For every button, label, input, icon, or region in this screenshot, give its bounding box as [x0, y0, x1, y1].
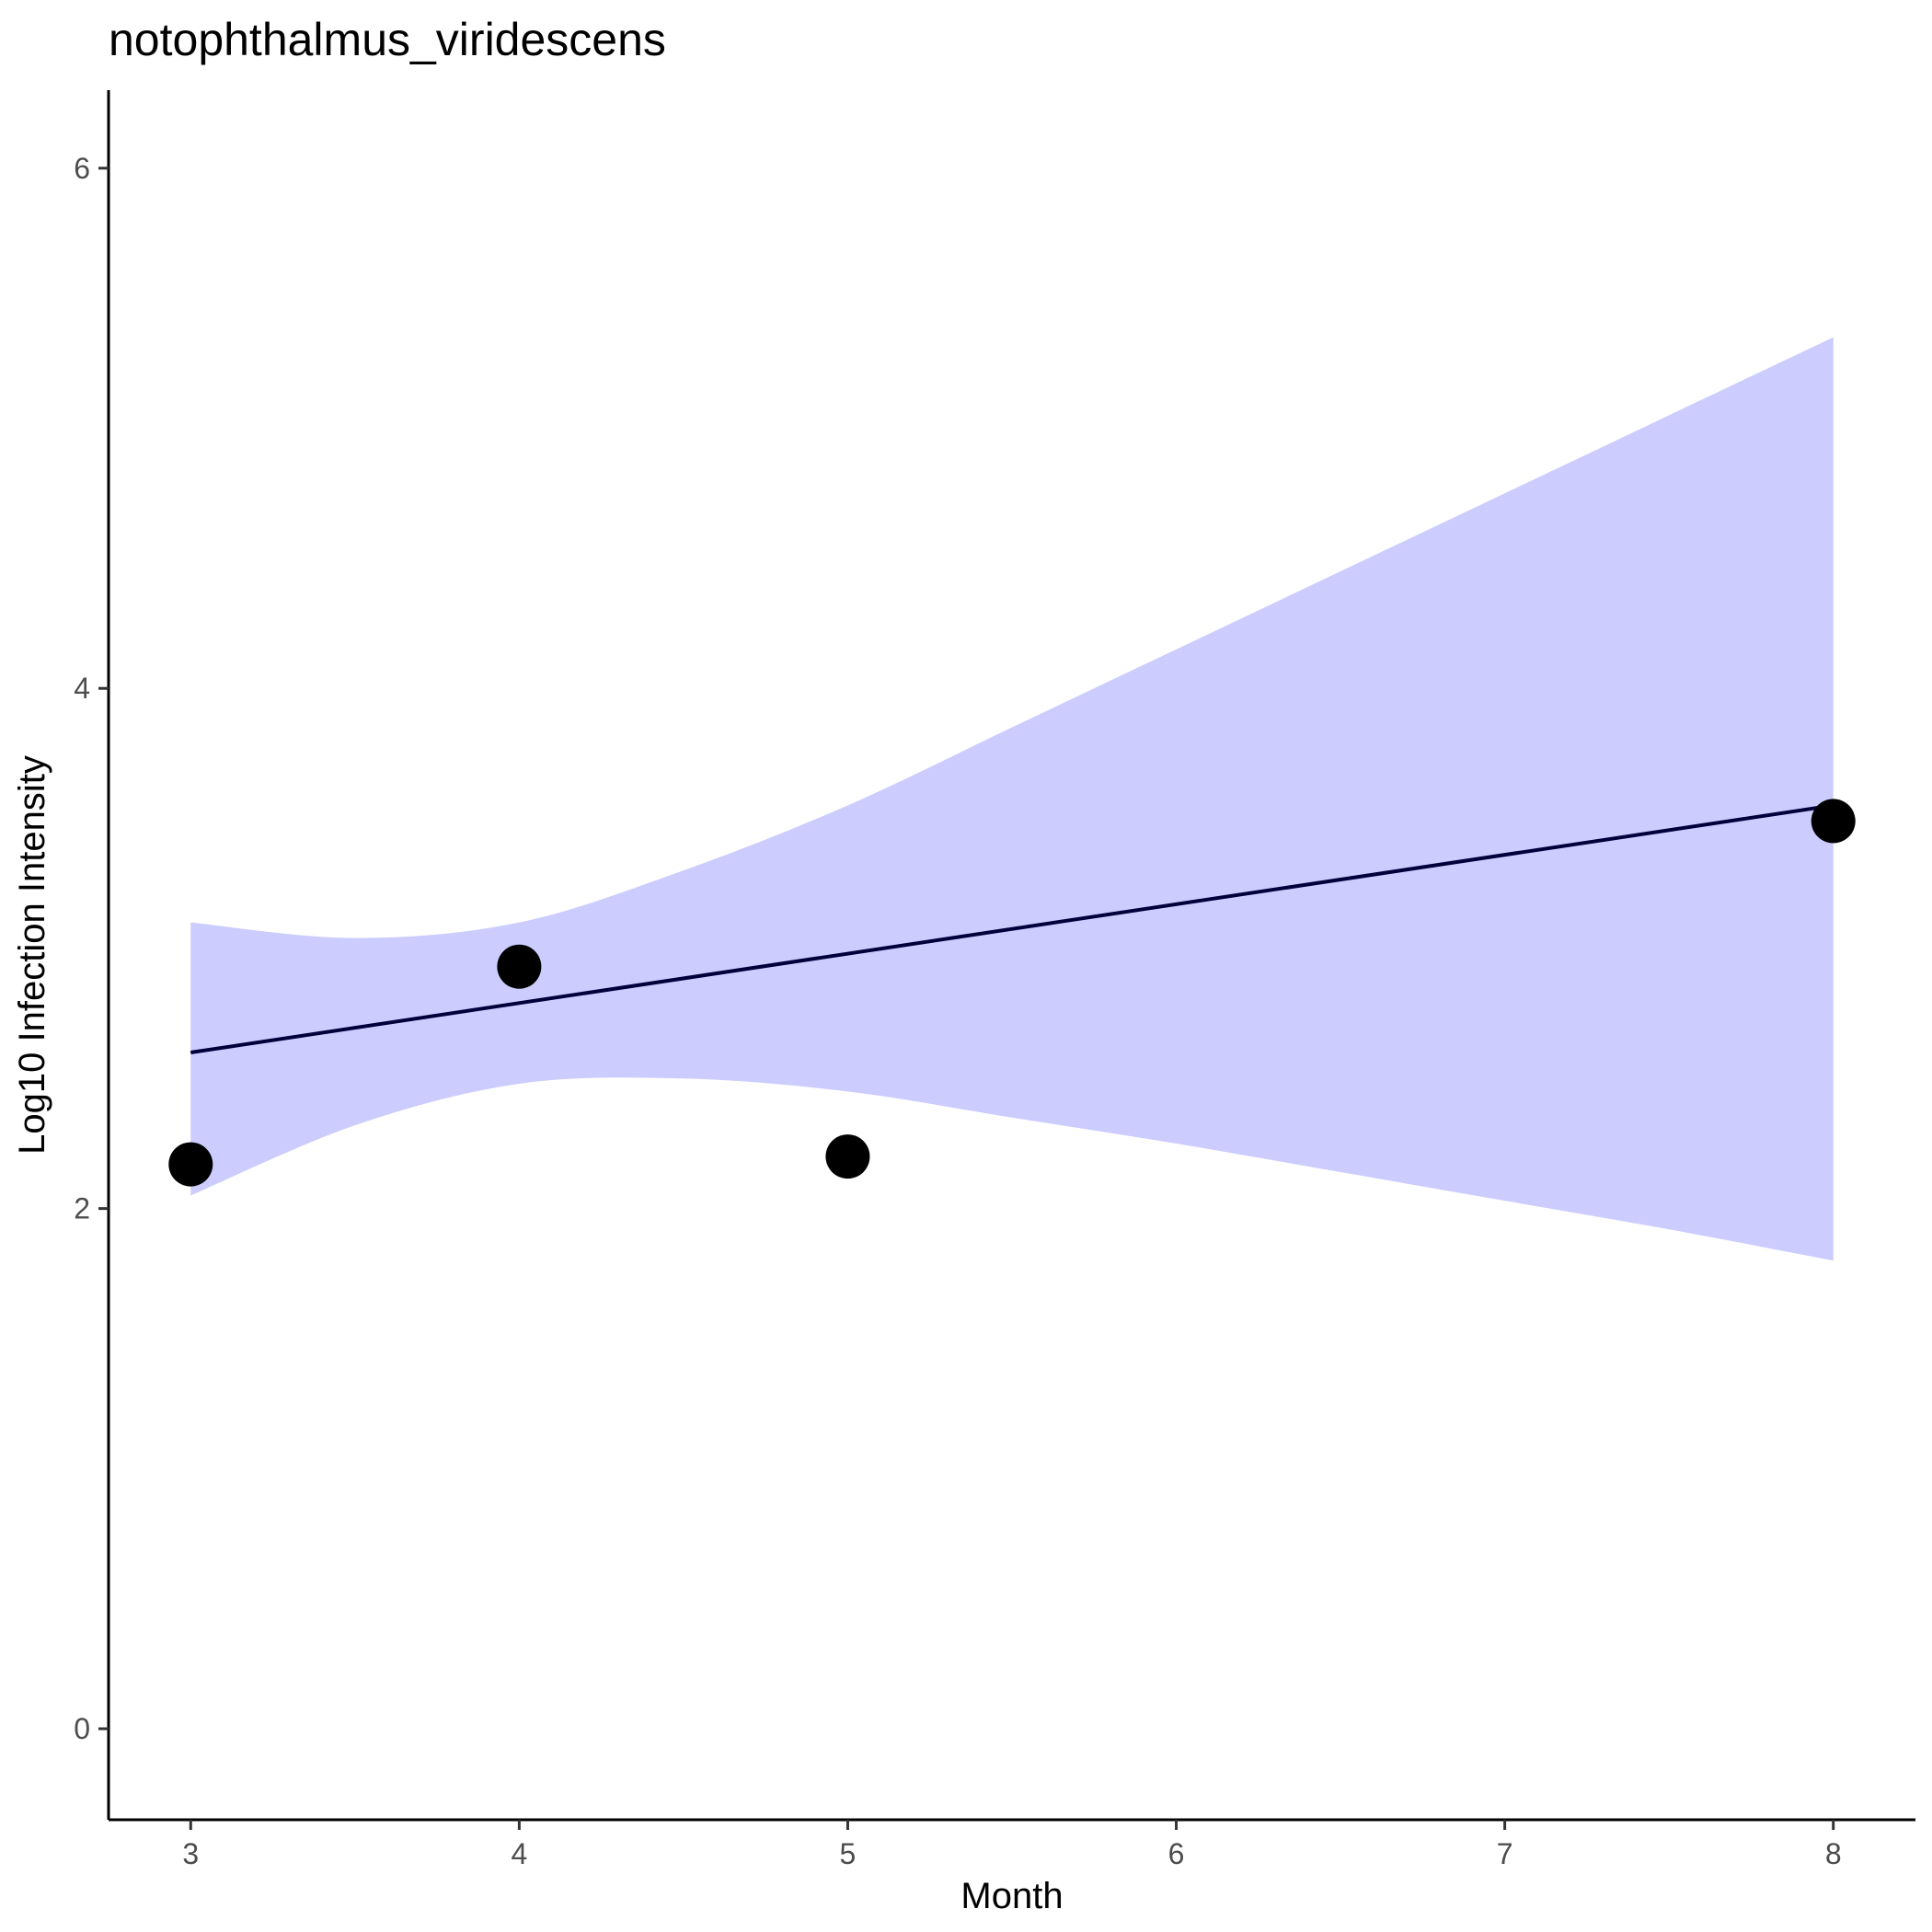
data-point: [1811, 799, 1856, 844]
data-point: [168, 1142, 213, 1187]
x-tick-label: 5: [840, 1837, 857, 1870]
y-tick-label: 2: [74, 1192, 90, 1225]
data-point: [497, 944, 542, 989]
x-tick-label: 7: [1497, 1837, 1513, 1870]
x-axis-ticks: 3 4 5 6 7 8: [182, 1820, 1842, 1870]
fit-line: [190, 803, 1834, 1054]
fit-line-layer: [190, 803, 1834, 1054]
x-tick-label: 3: [182, 1837, 199, 1870]
x-tick-label: 8: [1825, 1837, 1842, 1870]
y-axis-title: Log10 Infection Intensity: [12, 755, 52, 1155]
x-tick-label: 4: [511, 1837, 527, 1870]
y-tick-label: 4: [74, 672, 90, 705]
y-tick-label: 0: [74, 1712, 90, 1745]
confidence-band-layer: [190, 337, 1834, 1261]
chart-title: notophthalmus_viridescens: [109, 14, 666, 65]
data-points-layer: [168, 799, 1856, 1187]
confidence-band: [190, 337, 1834, 1261]
y-tick-label: 6: [74, 152, 90, 185]
data-point: [825, 1134, 870, 1179]
y-axis-ticks: 0 2 4 6: [74, 152, 109, 1745]
x-axis-title: Month: [960, 1876, 1063, 1916]
x-tick-label: 6: [1168, 1837, 1185, 1870]
